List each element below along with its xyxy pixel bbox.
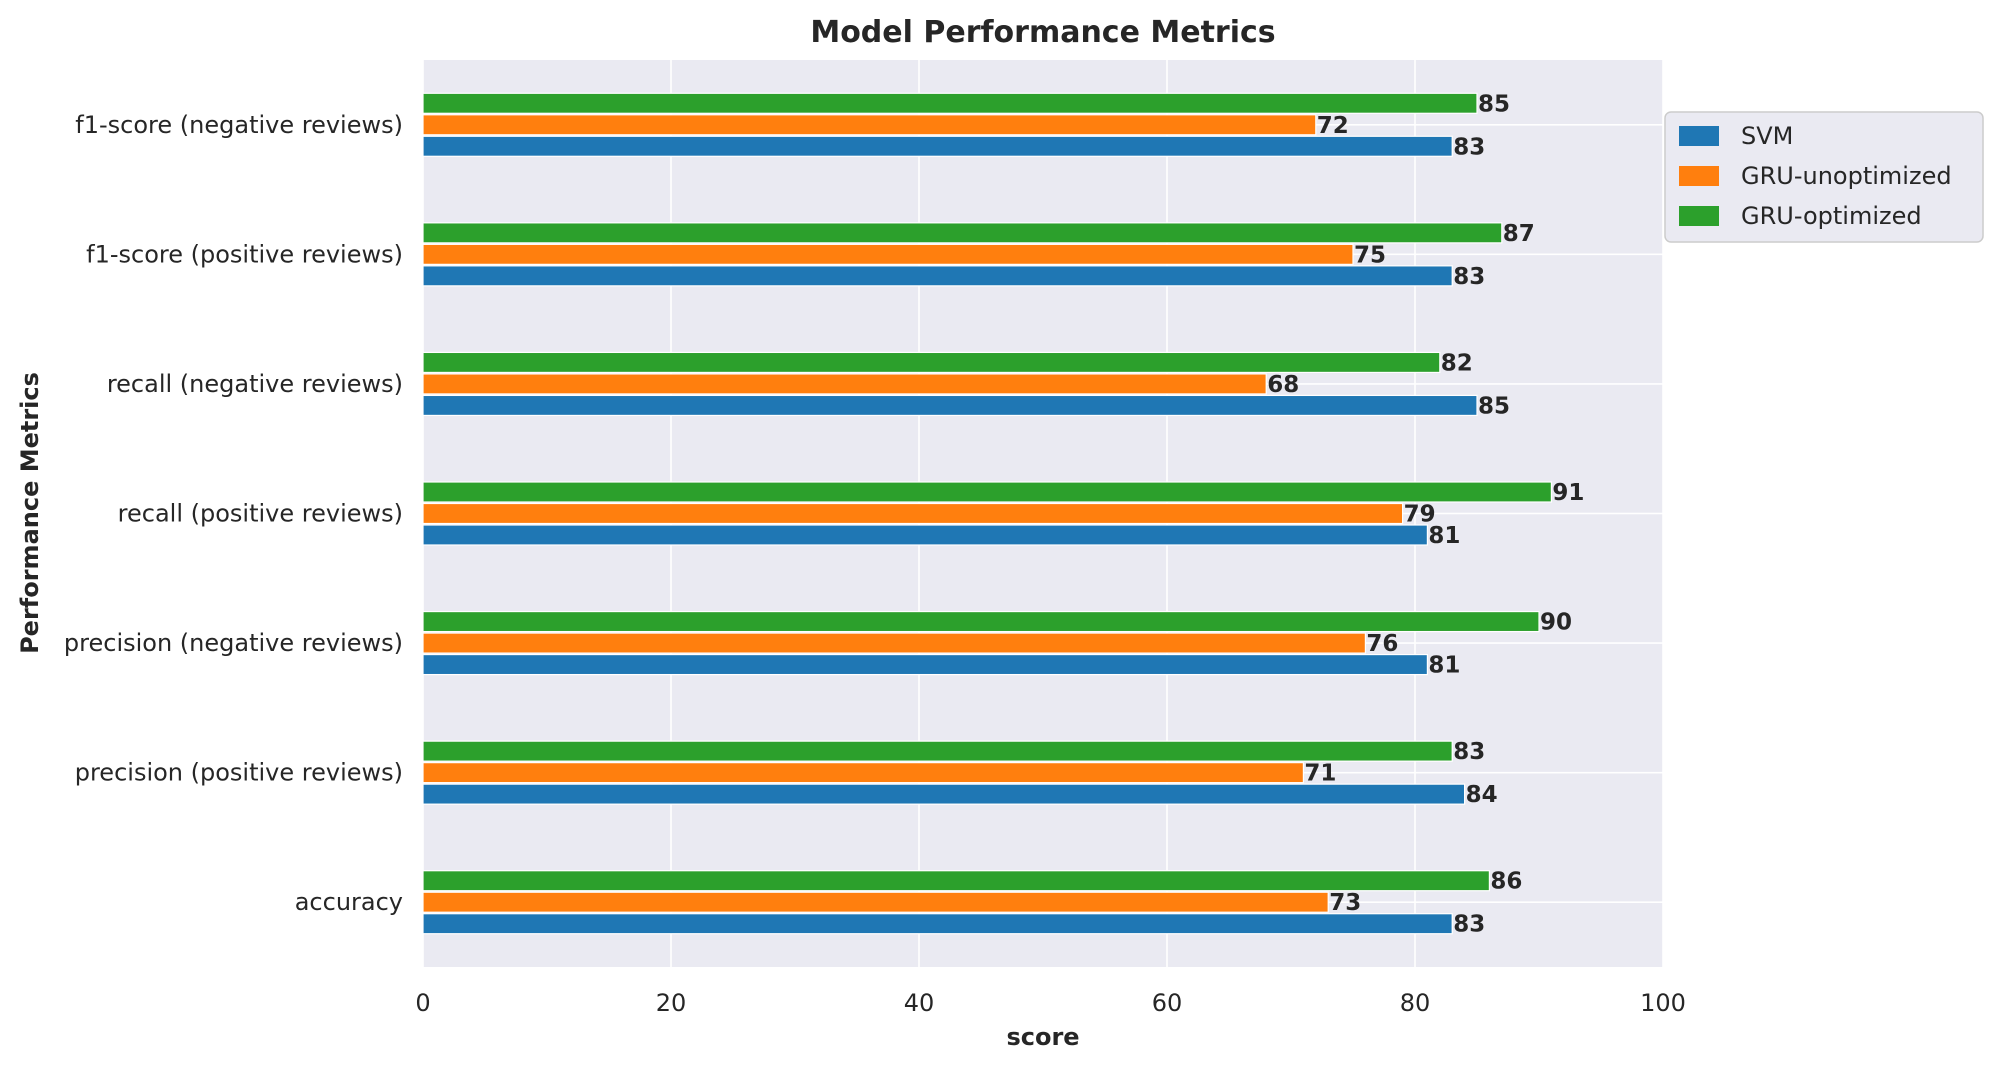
bar-value-label: 83 (1453, 739, 1485, 765)
bar-value-label: 84 (1466, 782, 1498, 808)
bar-svm (422, 135, 1453, 157)
x-tick-labels: 0 20 40 60 80 100 (415, 989, 1686, 1017)
bar-gru-optimized (422, 222, 1503, 244)
x-axis-label: score (1006, 1023, 1079, 1051)
bar-value-label: 87 (1503, 221, 1535, 247)
bar-value-label: 83 (1453, 134, 1485, 160)
bar-value-label: 68 (1267, 372, 1299, 398)
bar-gru-unoptimized (422, 373, 1267, 395)
bar-value-label: 75 (1354, 242, 1386, 268)
x-tick-label: 80 (1400, 989, 1431, 1017)
bar-value-label: 72 (1317, 113, 1349, 139)
x-tick-label: 0 (415, 989, 430, 1017)
legend-swatch (1679, 126, 1719, 146)
legend-swatch (1679, 166, 1719, 186)
bar-value-label: 81 (1428, 523, 1460, 549)
legend-swatch (1679, 206, 1719, 226)
legend-label: GRU-unoptimized (1741, 162, 1952, 190)
value-labels: 8384818185838373717679687572868390918287… (1267, 91, 1584, 937)
bar-value-label: 86 (1490, 869, 1522, 895)
bars (422, 92, 1553, 935)
bar-svm (422, 394, 1478, 417)
bar-svm (422, 265, 1453, 287)
y-axis-label: Performance Metrics (16, 372, 44, 654)
bar-gru-unoptimized (422, 762, 1305, 784)
bar-gru-optimized (422, 351, 1441, 374)
bar-value-label: 83 (1453, 264, 1485, 290)
bar-svm (422, 653, 1429, 676)
bar-gru-optimized (422, 481, 1553, 503)
y-tick-label: recall (positive reviews) (118, 500, 403, 528)
bar-value-label: 90 (1540, 610, 1572, 636)
y-tick-label: precision (negative reviews) (64, 629, 403, 657)
bar-value-label: 81 (1428, 653, 1460, 679)
bar-value-label: 76 (1366, 631, 1398, 657)
x-tick-label: 40 (904, 989, 935, 1017)
bar-svm (422, 783, 1466, 805)
x-tick-label: 60 (1152, 989, 1183, 1017)
y-tick-label: precision (positive reviews) (75, 759, 403, 787)
y-tick-label: f1-score (positive reviews) (86, 240, 403, 268)
bar-value-label: 73 (1329, 890, 1361, 916)
y-tick-labels: accuracy precision (positive reviews) prec… (64, 111, 403, 916)
bar-gru-unoptimized (422, 243, 1354, 265)
legend: SVM GRU-unoptimized GRU-optimized (1664, 111, 1984, 243)
x-tick-label: 100 (1640, 989, 1686, 1017)
bar-value-label: 83 (1453, 912, 1485, 938)
bar-gru-unoptimized (422, 891, 1329, 913)
y-tick-label: f1-score (negative reviews) (75, 111, 403, 139)
bar-gru-unoptimized (422, 114, 1317, 136)
bar-value-label: 71 (1304, 761, 1336, 787)
x-tick-label: 20 (656, 989, 687, 1017)
bar-svm (422, 524, 1429, 546)
bar-gru-optimized (422, 740, 1453, 762)
legend-label: SVM (1741, 122, 1793, 150)
bar-gru-unoptimized (422, 632, 1367, 654)
legend-label: GRU-optimized (1741, 202, 1922, 230)
bar-gru-unoptimized (422, 502, 1404, 525)
bar-gru-optimized (422, 92, 1478, 114)
bar-value-label: 91 (1552, 480, 1584, 506)
bar-value-label: 85 (1478, 393, 1510, 419)
chart-title: Model Performance Metrics (810, 15, 1275, 50)
bar-svm (422, 913, 1453, 935)
bar-value-label: 82 (1441, 350, 1473, 376)
y-tick-label: recall (negative reviews) (107, 370, 403, 398)
y-tick-label: accuracy (295, 888, 403, 916)
bar-value-label: 85 (1478, 91, 1510, 117)
legend-frame (1664, 111, 1984, 243)
bar-value-label: 79 (1404, 502, 1436, 528)
bar-gru-optimized (422, 870, 1491, 892)
bar-gru-optimized (422, 610, 1540, 633)
